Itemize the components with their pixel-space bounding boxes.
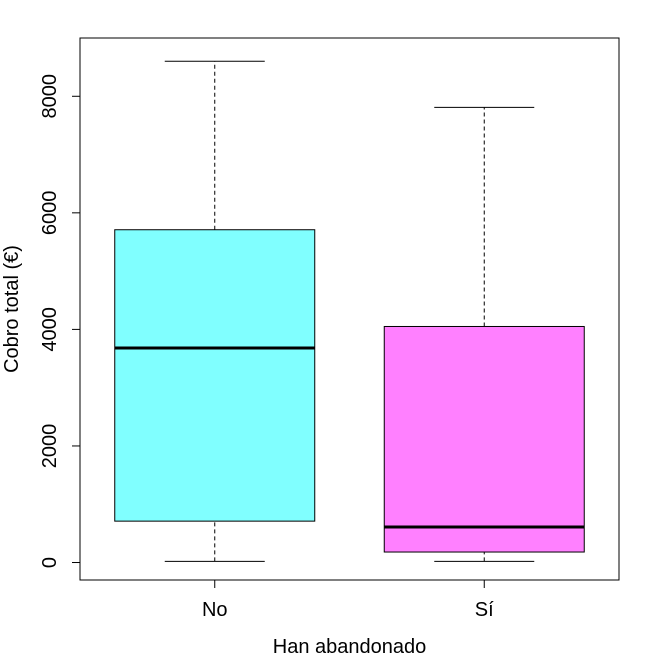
box-0 bbox=[114, 60, 316, 562]
x-axis: No Sí bbox=[202, 579, 494, 621]
y-tick-label: 8000 bbox=[39, 74, 61, 119]
y-axis: 0 2000 4000 6000 8000 bbox=[39, 74, 81, 568]
y-tick-label: 6000 bbox=[39, 191, 61, 236]
x-axis-label: Han abandonado bbox=[273, 636, 426, 658]
x-tick-label: Sí bbox=[475, 599, 494, 621]
boxes-layer bbox=[114, 60, 585, 562]
iqr-box bbox=[383, 325, 585, 553]
x-tick-label: No bbox=[202, 599, 228, 621]
y-tick-label: 0 bbox=[39, 557, 61, 568]
y-axis-label: Cobro total (€) bbox=[1, 245, 23, 373]
y-tick-label: 2000 bbox=[39, 424, 61, 469]
iqr-box bbox=[114, 229, 316, 522]
y-tick-label: 4000 bbox=[39, 307, 61, 352]
box-1 bbox=[383, 106, 585, 562]
